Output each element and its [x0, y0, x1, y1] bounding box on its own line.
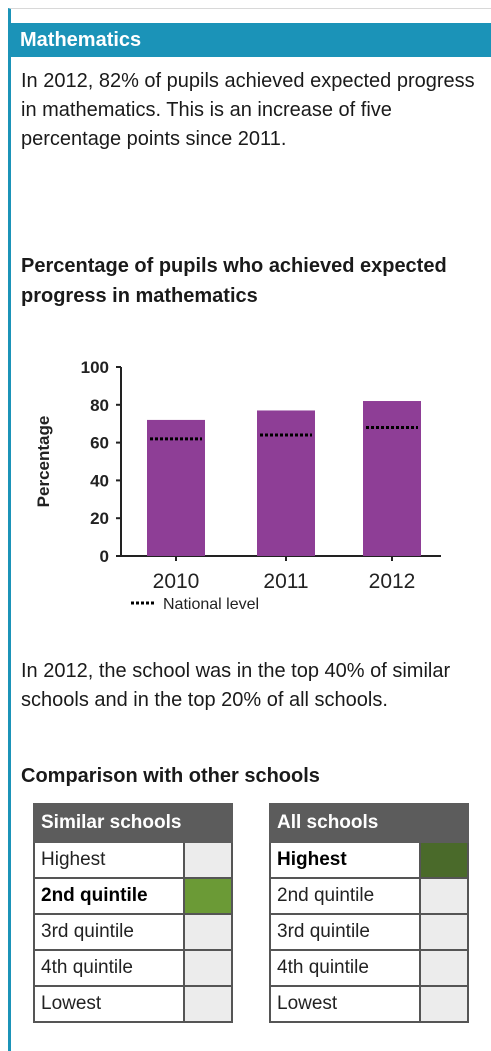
similar-schools-quintile-label: 3rd quintile — [33, 913, 185, 951]
similar-schools-row: 3rd quintile — [33, 913, 233, 951]
intro-text: In 2012, 82% of pupils achieved expected… — [21, 70, 475, 150]
bar-2010 — [147, 419, 205, 556]
all-schools-row: 3rd quintile — [269, 913, 469, 951]
y-tick-label: 0 — [100, 547, 109, 566]
similar-schools-row: Highest — [33, 841, 233, 879]
x-tick-label: 2012 — [369, 570, 416, 593]
progress-bar-chart: 0 20 40 60 80 100 Percentage 2010 2011 2012 Nation… — [34, 358, 441, 613]
similar-schools-quintile-indicator — [183, 949, 233, 987]
y-axis-label: Percentage — [34, 416, 53, 508]
all-schools-quintile-label: Lowest — [269, 985, 421, 1023]
similar-schools-row: Lowest — [33, 985, 233, 1023]
all-schools-quintile-label: 4th quintile — [269, 949, 421, 987]
all-schools-quintile-indicator — [419, 877, 469, 915]
y-tick-label: 100 — [81, 358, 109, 377]
summary-text: In 2012, the school was in the top 40% o… — [21, 660, 451, 711]
y-tick-label: 60 — [90, 434, 109, 453]
all-schools-quintile-label: Highest — [269, 841, 421, 879]
bar-2011 — [257, 410, 315, 556]
y-tick-label: 20 — [90, 509, 109, 528]
all-schools-row: 2nd quintile — [269, 877, 469, 915]
all-schools-quintile-indicator — [419, 985, 469, 1023]
all-schools-quintile-indicator — [419, 841, 469, 879]
similar-schools-quintile-indicator — [183, 841, 233, 879]
similar-schools-quintile-indicator — [183, 877, 233, 915]
all-schools-row: Highest — [269, 841, 469, 879]
comparison-title: Comparison with other schools — [21, 765, 320, 787]
similar-schools-table: Similar schools Highest 2nd quintile 3rd q… — [33, 803, 233, 1023]
similar-schools-quintile-indicator — [183, 985, 233, 1023]
all-schools-table: All schools Highest 2nd quintile 3rd quint… — [269, 803, 469, 1023]
mathematics-panel: Mathematics In 2012, 82% of pupils achie… — [8, 8, 491, 1051]
chart-title: Percentage of pupils who achieved expect… — [21, 255, 447, 307]
similar-schools-quintile-label: Highest — [33, 841, 185, 879]
all-schools-quintile-label: 3rd quintile — [269, 913, 421, 951]
bar-2012 — [363, 401, 421, 556]
legend-national-label: National level — [163, 596, 259, 613]
x-tick-label: 2011 — [263, 570, 308, 593]
all-schools-row: 4th quintile — [269, 949, 469, 987]
similar-schools-row: 4th quintile — [33, 949, 233, 987]
all-schools-quintile-indicator — [419, 949, 469, 987]
y-tick-label: 80 — [90, 396, 109, 415]
similar-schools-quintile-label: 2nd quintile — [33, 877, 185, 915]
similar-schools-quintile-label: 4th quintile — [33, 949, 185, 987]
similar-schools-header: Similar schools — [33, 803, 233, 843]
x-tick-label: 2010 — [153, 570, 200, 593]
panel-title: Mathematics — [11, 23, 491, 57]
all-schools-quintile-indicator — [419, 913, 469, 951]
y-tick-label: 40 — [90, 471, 109, 490]
similar-schools-quintile-label: Lowest — [33, 985, 185, 1023]
similar-schools-row: 2nd quintile — [33, 877, 233, 915]
all-schools-quintile-label: 2nd quintile — [269, 877, 421, 915]
similar-schools-quintile-indicator — [183, 913, 233, 951]
all-schools-row: Lowest — [269, 985, 469, 1023]
all-schools-header: All schools — [269, 803, 469, 843]
